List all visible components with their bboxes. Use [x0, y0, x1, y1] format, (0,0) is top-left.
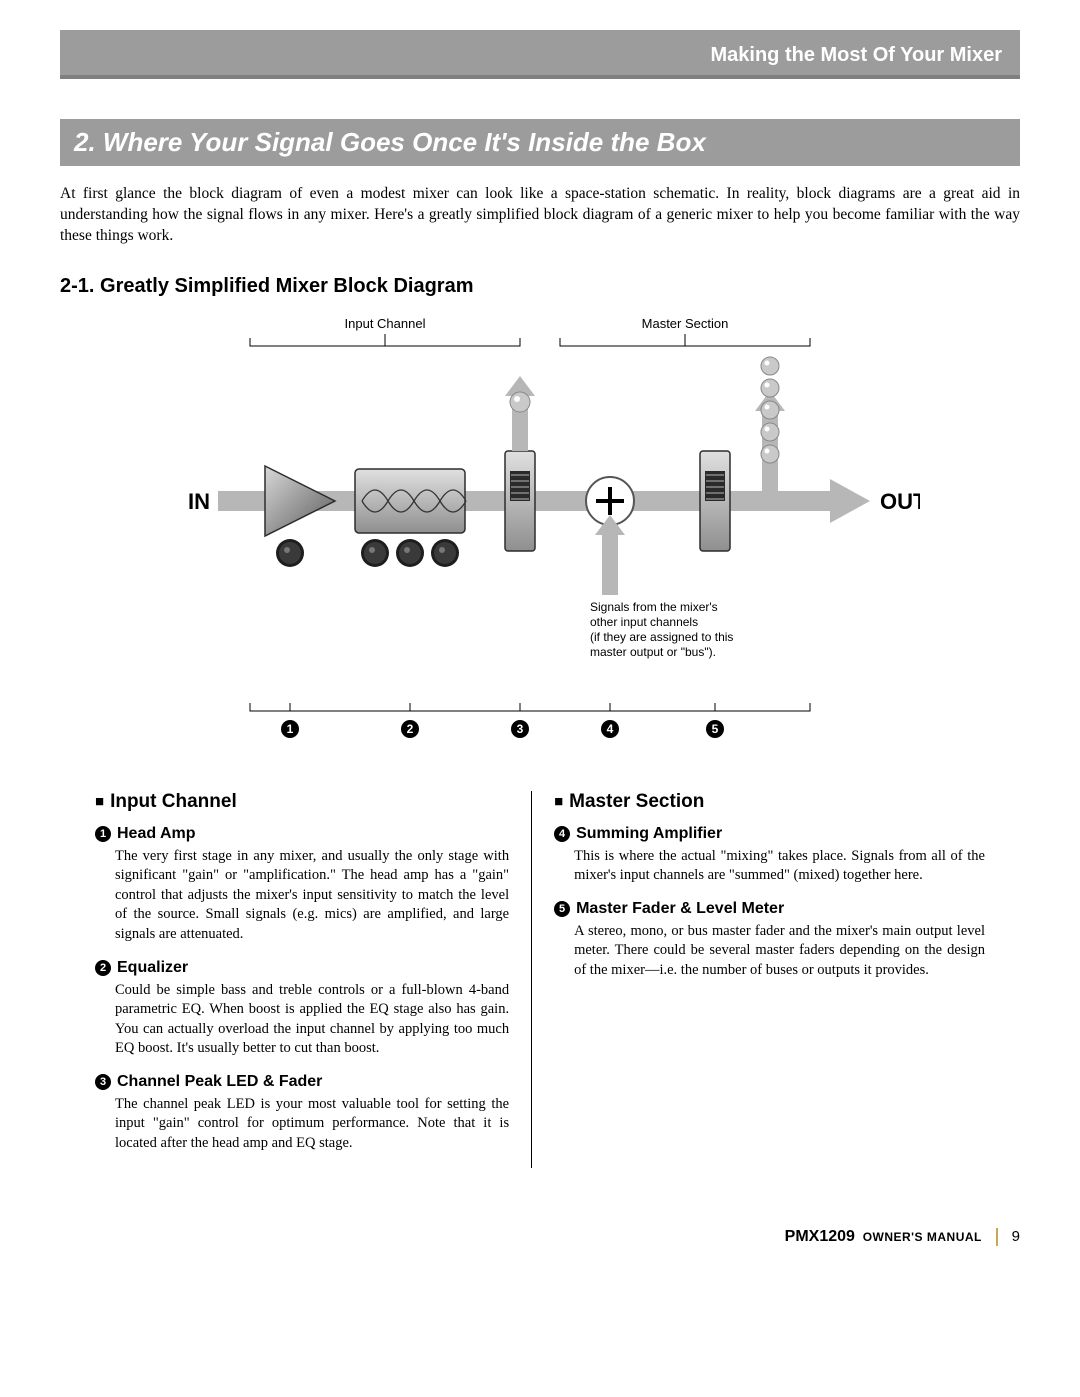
footer-separator	[996, 1228, 998, 1246]
svg-text:Signals from the mixer's: Signals from the mixer's	[590, 600, 718, 614]
section-heading: 2. Where Your Signal Goes Once It's Insi…	[60, 119, 1020, 166]
circled-2-icon: 2	[95, 960, 111, 976]
svg-text:OUT: OUT	[880, 489, 920, 514]
svg-text:4: 4	[607, 722, 614, 736]
subheading: 2-1. Greatly Simplified Mixer Block Diag…	[60, 275, 1020, 298]
svg-text:other input channels: other input channels	[590, 615, 698, 629]
circled-5-icon: 5	[554, 901, 570, 917]
item-head-amp-title: Head Amp	[117, 825, 196, 843]
item-head-amp: 1 Head Amp The very first stage in any m…	[95, 825, 509, 945]
footer-page-number: 9	[1012, 1228, 1020, 1245]
intro-paragraph: At first glance the block diagram of eve…	[60, 184, 1020, 247]
footer-label: OWNER'S MANUAL	[863, 1230, 982, 1244]
circled-1-icon: 1	[95, 826, 111, 842]
item-head-amp-body: The very first stage in any mixer, and u…	[95, 847, 509, 945]
input-channel-title: ■Input Channel	[95, 791, 509, 813]
master-section-column: ■Master Section 4 Summing Amplifier This…	[531, 791, 985, 1168]
square-bullet-icon: ■	[95, 793, 104, 810]
svg-text:Input Channel: Input Channel	[345, 316, 426, 331]
item-equalizer-body: Could be simple bass and treble controls…	[95, 981, 509, 1059]
square-bullet-icon: ■	[554, 793, 563, 810]
footer-model: PMX1209	[785, 1228, 855, 1245]
circled-3-icon: 3	[95, 1074, 111, 1090]
block-diagram: Input Channel Master Section IN OUT Signals …	[60, 316, 1020, 761]
master-section-title: ■Master Section	[554, 791, 985, 813]
item-summing-amp-title: Summing Amplifier	[576, 825, 722, 843]
item-master-fader-body: A stereo, mono, or bus master fader and …	[554, 922, 985, 981]
svg-text:Master Section: Master Section	[642, 316, 729, 331]
page-footer: PMX1209 OWNER'S MANUAL 9	[60, 1228, 1020, 1246]
svg-text:master output or "bus").: master output or "bus").	[590, 645, 716, 659]
svg-text:3: 3	[517, 722, 524, 736]
item-equalizer: 2 Equalizer Could be simple bass and tre…	[95, 959, 509, 1059]
item-summing-amp: 4 Summing Amplifier This is where the ac…	[554, 825, 985, 886]
circled-4-icon: 4	[554, 826, 570, 842]
item-summing-amp-body: This is where the actual "mixing" takes …	[554, 847, 985, 886]
svg-text:2: 2	[407, 722, 414, 736]
svg-text:5: 5	[712, 722, 719, 736]
item-master-fader-title: Master Fader & Level Meter	[576, 900, 784, 918]
item-channel-peak: 3 Channel Peak LED & Fader The channel p…	[95, 1073, 509, 1154]
item-channel-peak-body: The channel peak LED is your most valuab…	[95, 1095, 509, 1154]
item-equalizer-title: Equalizer	[117, 959, 188, 977]
item-channel-peak-title: Channel Peak LED & Fader	[117, 1073, 322, 1091]
item-master-fader: 5 Master Fader & Level Meter A stereo, m…	[554, 900, 985, 981]
page-header-banner: Making the Most Of Your Mixer	[60, 30, 1020, 79]
svg-text:IN: IN	[188, 489, 210, 514]
svg-text:1: 1	[287, 722, 294, 736]
svg-text:(if they are assigned to this: (if they are assigned to this	[590, 630, 733, 644]
input-channel-column: ■Input Channel 1 Head Amp The very first…	[95, 791, 531, 1168]
